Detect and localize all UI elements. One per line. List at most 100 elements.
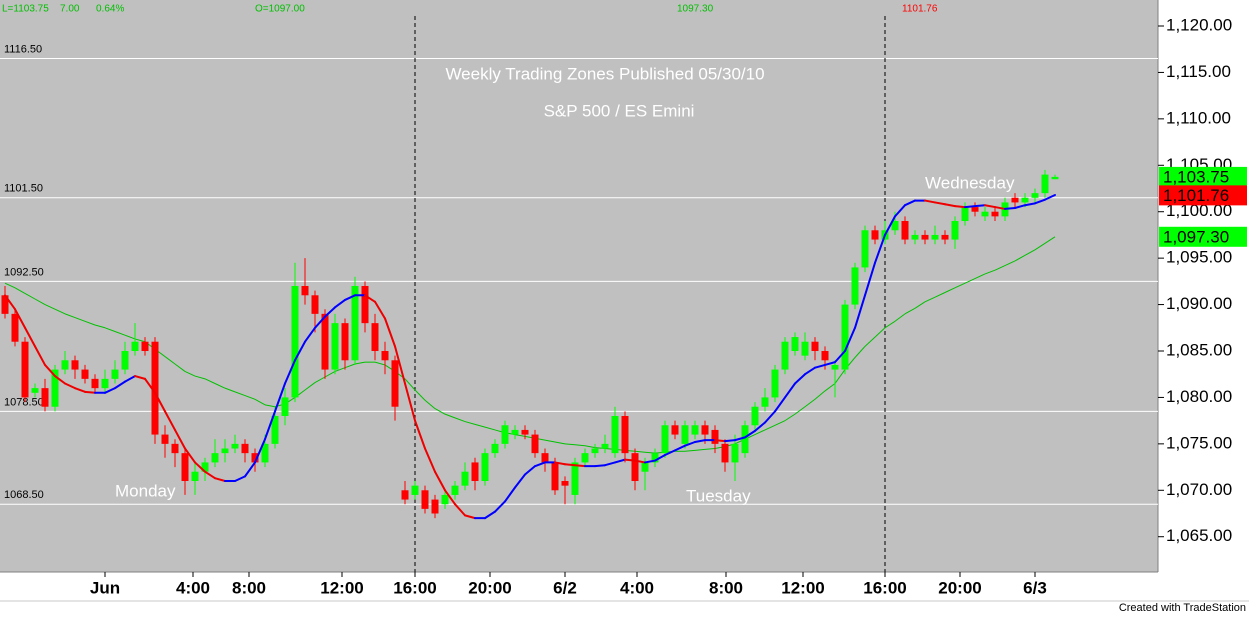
fast-ma-segment xyxy=(234,475,246,482)
y-tick-label: 1,115.00 xyxy=(1166,62,1231,81)
candle-body xyxy=(201,462,209,472)
x-tick-label: 8:00 xyxy=(709,578,743,597)
x-tick-label: 16:00 xyxy=(863,578,906,597)
y-tick-label: 1,085.00 xyxy=(1166,340,1232,359)
slow-ma-segment xyxy=(994,265,1006,271)
candle-body xyxy=(981,211,989,217)
fast-ma-segment xyxy=(694,439,706,443)
candle-body xyxy=(71,360,79,370)
x-tick-label: 20:00 xyxy=(938,578,981,597)
candle-body xyxy=(511,429,519,435)
day-label: Wednesday xyxy=(925,173,1015,192)
candle-body xyxy=(581,453,589,463)
candle-body xyxy=(931,234,939,240)
candle-body xyxy=(361,286,369,324)
candle-body xyxy=(991,211,999,217)
candle-body xyxy=(491,443,499,454)
candle-body xyxy=(541,453,549,463)
slow-ma-segment xyxy=(194,375,206,380)
slow-ma-segment xyxy=(884,320,896,329)
fast-ma-segment xyxy=(494,500,506,513)
candle-body xyxy=(651,453,659,463)
candle-body xyxy=(701,425,709,435)
candle-body xyxy=(131,341,139,351)
slow-ma-segment xyxy=(264,404,276,408)
fast-ma-segment xyxy=(594,464,606,468)
fast-ma-segment xyxy=(184,447,196,464)
slow-ma-segment xyxy=(784,413,796,422)
candle-body xyxy=(891,221,899,231)
slow-ma-segment xyxy=(484,426,496,431)
slow-ma-segment xyxy=(114,331,126,336)
slow-ma-segment xyxy=(474,423,486,428)
slow-ma-segment xyxy=(414,389,426,401)
slow-ma-segment xyxy=(1024,249,1036,256)
candle-body xyxy=(551,462,559,491)
x-tick-label: 6/3 xyxy=(1023,578,1047,597)
slow-ma-segment xyxy=(124,334,136,340)
candle-body xyxy=(351,286,359,361)
price-box-label: 1,101.76 xyxy=(1163,186,1229,205)
price-box xyxy=(1159,185,1247,206)
zone-label: 1092.50 xyxy=(4,266,44,278)
fast-ma-segment xyxy=(124,375,136,383)
x-tick-label: 6/2 xyxy=(553,578,577,597)
fast-ma-segment xyxy=(814,363,826,369)
slow-ma-segment xyxy=(874,327,886,338)
y-tick-label: 1,100.00 xyxy=(1166,201,1232,220)
slow-ma-segment xyxy=(64,313,76,319)
candle-body xyxy=(11,313,19,342)
chart-subtitle: S&P 500 / ES Emini xyxy=(544,101,695,120)
slow-ma-segment xyxy=(14,287,26,294)
candle-body xyxy=(531,434,539,454)
slow-ma-segment xyxy=(944,287,956,293)
slow-ma-segment xyxy=(584,445,596,449)
candle-body xyxy=(211,453,219,463)
candle-body xyxy=(641,462,649,472)
fast-ma-segment xyxy=(134,375,146,380)
candle-body xyxy=(221,448,229,454)
candle-body xyxy=(341,323,349,361)
candle-body xyxy=(821,351,829,361)
fast-ma-segment xyxy=(284,359,296,385)
y-tick-label: 1,065.00 xyxy=(1166,526,1232,545)
fast-ma-segment xyxy=(314,315,326,329)
fast-ma-segment xyxy=(604,461,616,467)
candle-body xyxy=(591,448,599,454)
fast-ma-segment xyxy=(394,345,406,385)
footer: Created with TradeStation xyxy=(1119,602,1246,614)
candle-body xyxy=(831,364,839,370)
candle-body xyxy=(561,481,569,486)
fast-ma-segment xyxy=(764,410,776,424)
candle-body xyxy=(661,425,669,454)
slow-ma-segment xyxy=(174,363,186,372)
y-tick-label: 1,080.00 xyxy=(1166,387,1232,406)
fast-ma-segment xyxy=(924,199,936,204)
slow-ma-segment xyxy=(104,327,116,332)
candle-body xyxy=(121,351,129,370)
slow-ma-segment xyxy=(454,417,466,423)
candle-body xyxy=(761,397,769,407)
candle-body xyxy=(231,443,239,449)
candle-body xyxy=(791,337,799,351)
fast-ma-segment xyxy=(874,233,886,264)
candle-body xyxy=(1,295,9,314)
slow-ma-segment xyxy=(134,338,146,343)
candle-body xyxy=(1041,174,1049,194)
candle-body xyxy=(301,286,309,296)
candle-body xyxy=(61,360,69,370)
price-box-label: 1,097.30 xyxy=(1163,227,1229,246)
fast-ma-segment xyxy=(784,382,796,399)
candle-body xyxy=(751,406,759,426)
slow-ma-segment xyxy=(24,292,36,300)
slow-ma-segment xyxy=(1014,254,1026,262)
x-tick-label: 12:00 xyxy=(320,578,363,597)
fast-ma-segment xyxy=(254,438,266,464)
slow-ma-segment xyxy=(374,361,386,366)
fast-ma-segment xyxy=(274,382,286,413)
slow-ma-segment xyxy=(754,429,766,436)
fast-ma-segment xyxy=(344,294,356,301)
fast-ma-segment xyxy=(744,429,756,439)
slow-ma-segment xyxy=(544,439,556,443)
